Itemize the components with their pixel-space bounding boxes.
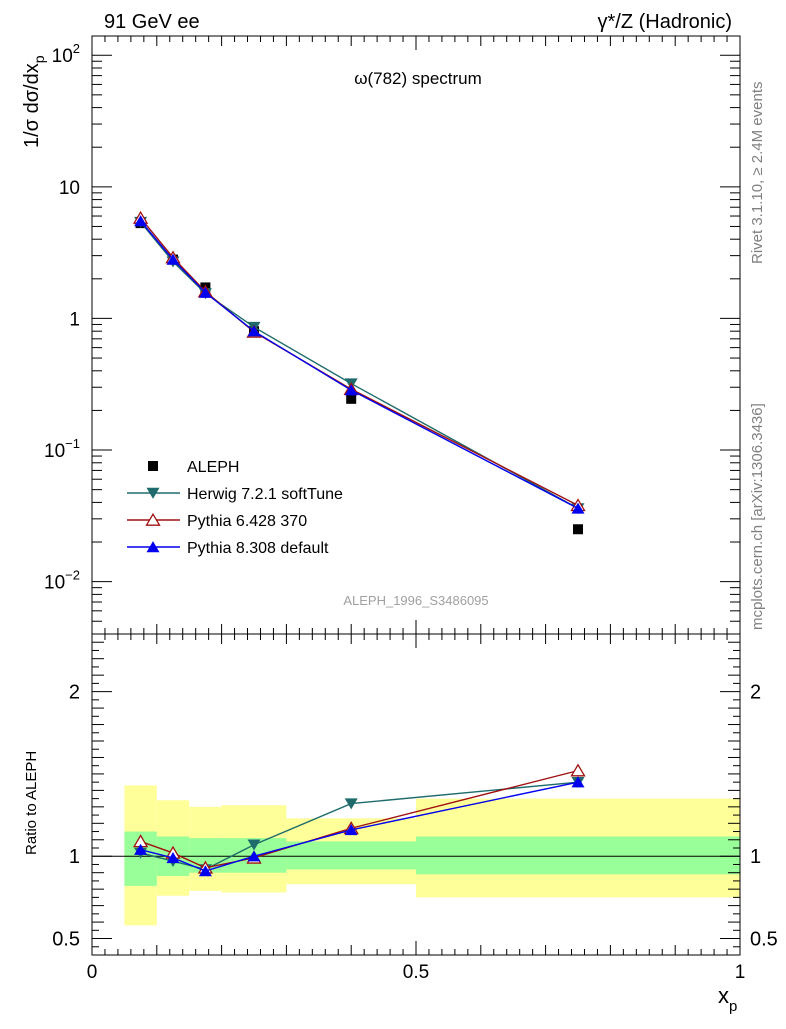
legend: ALEPH Herwig 7.2.1 softTune Pythia 6.428 3… [127,459,343,557]
legend-label: Herwig 7.2.1 softTune [187,486,343,503]
ratio-point [570,763,586,777]
x-tick-label: 0 [87,962,98,983]
data-point [346,393,357,404]
legend-label: Pythia 6.428 370 [187,513,307,530]
ratio-y-tick-label: 0.5 [52,929,80,951]
legend-marker [146,541,160,553]
side-label-bottom: mcplots.cern.ch [arXiv:1306.3436] [749,403,766,630]
data-point [344,384,358,396]
green-band-5 [416,836,740,875]
legend-label: Pythia 8.308 default [187,540,329,557]
series-pythia-8-308-default [134,215,585,514]
legend-marker [145,512,161,526]
ratio-point [134,843,148,855]
legend-marker [148,461,158,471]
ratio-y-axis-label: Ratio to ALEPH [23,751,40,855]
legend-label: ALEPH [187,459,239,476]
legend-marker [146,487,160,499]
data-point [573,524,583,535]
data-point [166,253,180,265]
x-tick-label: 0.5 [403,962,429,983]
data-point [134,215,148,227]
ratio-point [247,850,261,862]
data-point [571,502,585,514]
series-line [140,221,579,510]
ratio-point [344,824,358,836]
main-title: ω(782) spectrum [354,69,482,88]
ratio-line [140,781,579,871]
ratio-point [247,839,261,851]
header-left: 91 GeV ee [104,11,200,33]
ratio-y-tick-label-right: 1 [750,846,761,868]
legend-item: Herwig 7.2.1 softTune [127,486,343,503]
ratio-point [571,776,585,788]
y-tick-label: 10−1 [44,436,80,462]
ratio-line [140,769,579,869]
watermark: ALEPH_1996_S3486095 [343,593,488,608]
ratio-series-pythia-8-308-default [134,776,585,877]
y-tick-label: 10−2 [44,568,80,594]
legend-item: Pythia 8.308 default [127,540,329,557]
data-point [198,286,212,298]
ratio-y-tick-label-right: 0.5 [750,929,778,951]
y-tick-label: 102 [52,41,80,67]
ratio-point [166,852,180,864]
ratio-point [344,798,358,810]
ratio-line [140,781,579,872]
legend-item: ALEPH [148,459,239,476]
green-band-4 [286,841,416,870]
ratio-y-tick-label: 2 [69,682,80,704]
side-label-top: Rivet 3.1.10, ≥ 2.4M events [749,82,766,265]
ratio-point [198,865,212,877]
y-tick-label: 10 [59,178,80,199]
header-right: γ*/Z (Hadronic) [598,11,732,33]
legend-item: Pythia 6.428 370 [127,512,307,530]
series-line [140,220,579,510]
y-axis-label: 1/σ dσ/dxp [21,55,47,148]
x-tick-label: 1 [735,962,746,983]
x-axis-label: xp [718,983,737,1015]
ratio-y-tick-label-right: 2 [750,682,761,704]
ratio-y-tick-label: 1 [69,846,80,868]
y-tick-label: 1 [69,309,80,330]
data-point [247,325,261,337]
bottom-frame [91,633,741,956]
